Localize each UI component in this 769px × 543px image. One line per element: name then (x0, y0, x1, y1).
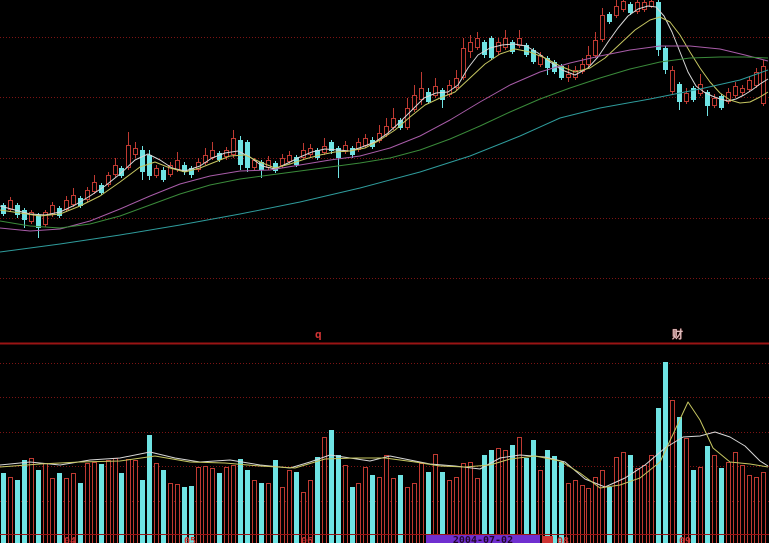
pane-label-q: q (315, 328, 322, 341)
x-axis-label: 08 (556, 536, 570, 543)
x-axis-label: 05 (183, 536, 197, 543)
event-marker-cai[interactable]: 财 (672, 328, 683, 341)
x-axis-label: 04 (63, 536, 77, 543)
selected-date-label[interactable]: 2004-07-02 (426, 535, 540, 543)
x-axis-label: 09 (678, 536, 692, 543)
x-axis: 04 05 06 08 09 (0, 536, 769, 543)
selected-date-text: 2004-07-02 (452, 535, 514, 543)
x-axis-label: 06 (300, 536, 314, 543)
date-marker-icon (543, 536, 553, 543)
